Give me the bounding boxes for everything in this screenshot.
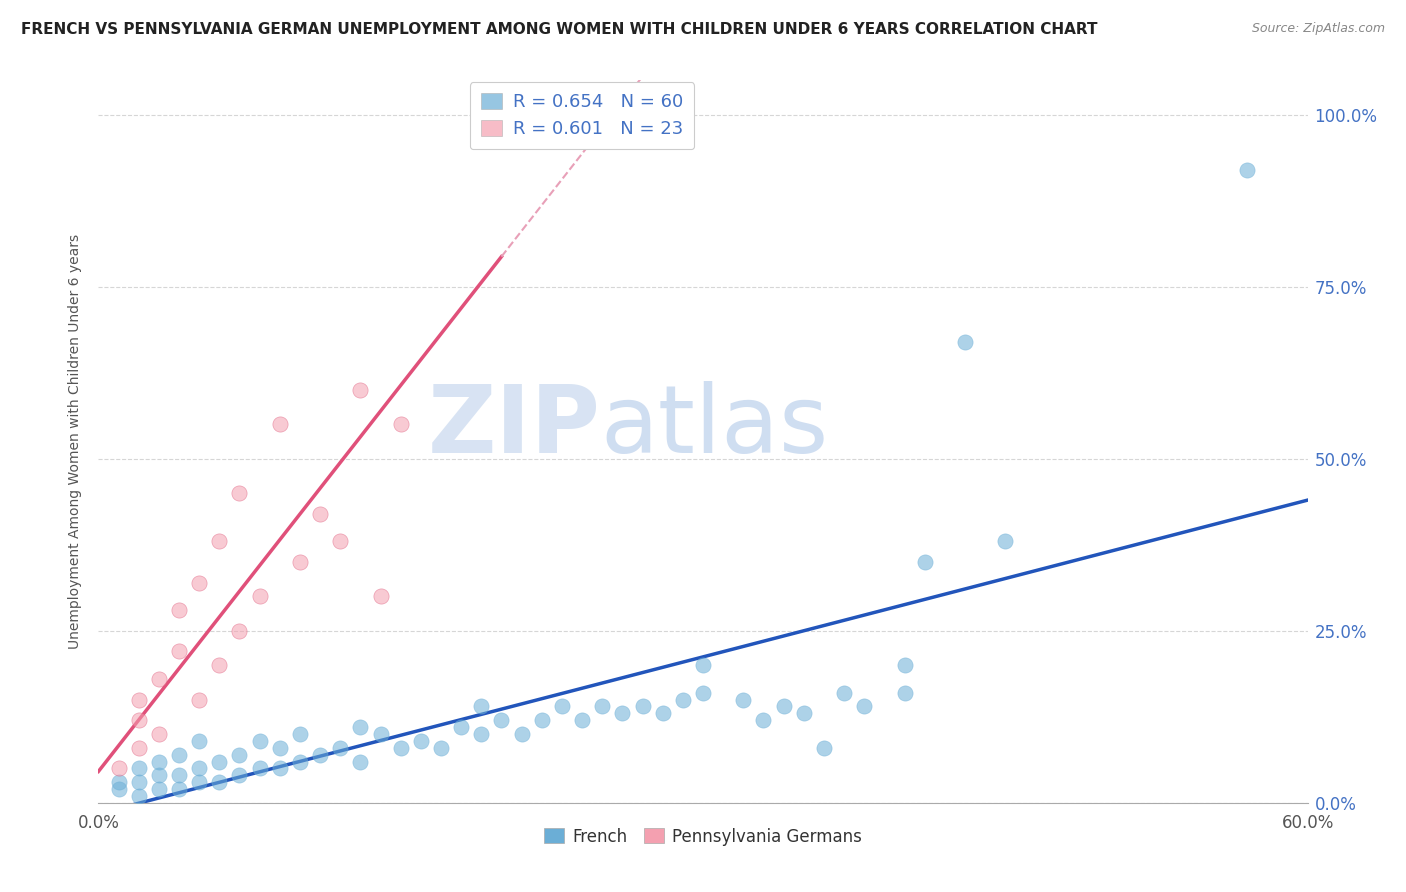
Point: [329, 740, 352, 755]
Point: [370, 727, 392, 741]
Point: [128, 775, 150, 789]
Point: [167, 603, 190, 617]
Point: [893, 686, 915, 700]
Point: [167, 747, 190, 762]
Point: [1236, 162, 1258, 177]
Point: [994, 534, 1017, 549]
Point: [813, 740, 835, 755]
Point: [208, 534, 231, 549]
Point: [309, 507, 332, 521]
Point: [288, 727, 311, 741]
Point: [107, 761, 129, 775]
Point: [491, 713, 513, 727]
Point: [288, 755, 311, 769]
Point: [309, 747, 332, 762]
Point: [167, 782, 190, 797]
Point: [692, 686, 714, 700]
Point: [269, 761, 291, 775]
Point: [148, 727, 170, 741]
Text: ZIP: ZIP: [427, 381, 600, 473]
Point: [692, 658, 714, 673]
Point: [349, 720, 371, 734]
Point: [349, 383, 371, 397]
Point: [430, 740, 453, 755]
Point: [389, 417, 412, 432]
Text: atlas: atlas: [600, 381, 828, 473]
Point: [953, 334, 976, 349]
Point: [793, 706, 815, 721]
Point: [672, 692, 695, 706]
Point: [772, 699, 794, 714]
Point: [228, 768, 250, 782]
Point: [651, 706, 673, 721]
Point: [167, 644, 190, 658]
Y-axis label: Unemployment Among Women with Children Under 6 years: Unemployment Among Women with Children U…: [69, 234, 83, 649]
Point: [733, 692, 755, 706]
Point: [208, 775, 231, 789]
Point: [450, 720, 472, 734]
Point: [128, 713, 150, 727]
Point: [510, 727, 533, 741]
Point: [128, 789, 150, 803]
Point: [249, 590, 271, 604]
Point: [188, 575, 211, 590]
Point: [208, 755, 231, 769]
Point: [188, 734, 211, 748]
Point: [148, 755, 170, 769]
Point: [128, 740, 150, 755]
Point: [893, 658, 915, 673]
Point: [571, 713, 593, 727]
Point: [249, 761, 271, 775]
Point: [269, 417, 291, 432]
Point: [370, 590, 392, 604]
Point: [107, 782, 129, 797]
Point: [249, 734, 271, 748]
Point: [148, 672, 170, 686]
Point: [914, 555, 936, 569]
Point: [228, 747, 250, 762]
Point: [329, 534, 352, 549]
Legend: French, Pennsylvania Germans: French, Pennsylvania Germans: [537, 821, 869, 852]
Point: [853, 699, 876, 714]
Point: [208, 658, 231, 673]
Point: [188, 775, 211, 789]
Point: [349, 755, 371, 769]
Point: [491, 114, 513, 128]
Point: [612, 706, 634, 721]
Point: [269, 740, 291, 755]
Point: [228, 486, 250, 500]
Point: [148, 782, 170, 797]
Point: [470, 727, 492, 741]
Point: [148, 768, 170, 782]
Point: [128, 692, 150, 706]
Point: [409, 734, 432, 748]
Point: [128, 761, 150, 775]
Point: [188, 692, 211, 706]
Point: [530, 713, 553, 727]
Point: [288, 555, 311, 569]
Point: [551, 699, 574, 714]
Text: FRENCH VS PENNSYLVANIA GERMAN UNEMPLOYMENT AMONG WOMEN WITH CHILDREN UNDER 6 YEA: FRENCH VS PENNSYLVANIA GERMAN UNEMPLOYME…: [21, 22, 1098, 37]
Point: [389, 740, 412, 755]
Point: [591, 699, 613, 714]
Point: [832, 686, 855, 700]
Point: [470, 699, 492, 714]
Point: [631, 699, 654, 714]
Point: [188, 761, 211, 775]
Text: Source: ZipAtlas.com: Source: ZipAtlas.com: [1251, 22, 1385, 36]
Point: [167, 768, 190, 782]
Point: [752, 713, 775, 727]
Point: [228, 624, 250, 638]
Point: [107, 775, 129, 789]
